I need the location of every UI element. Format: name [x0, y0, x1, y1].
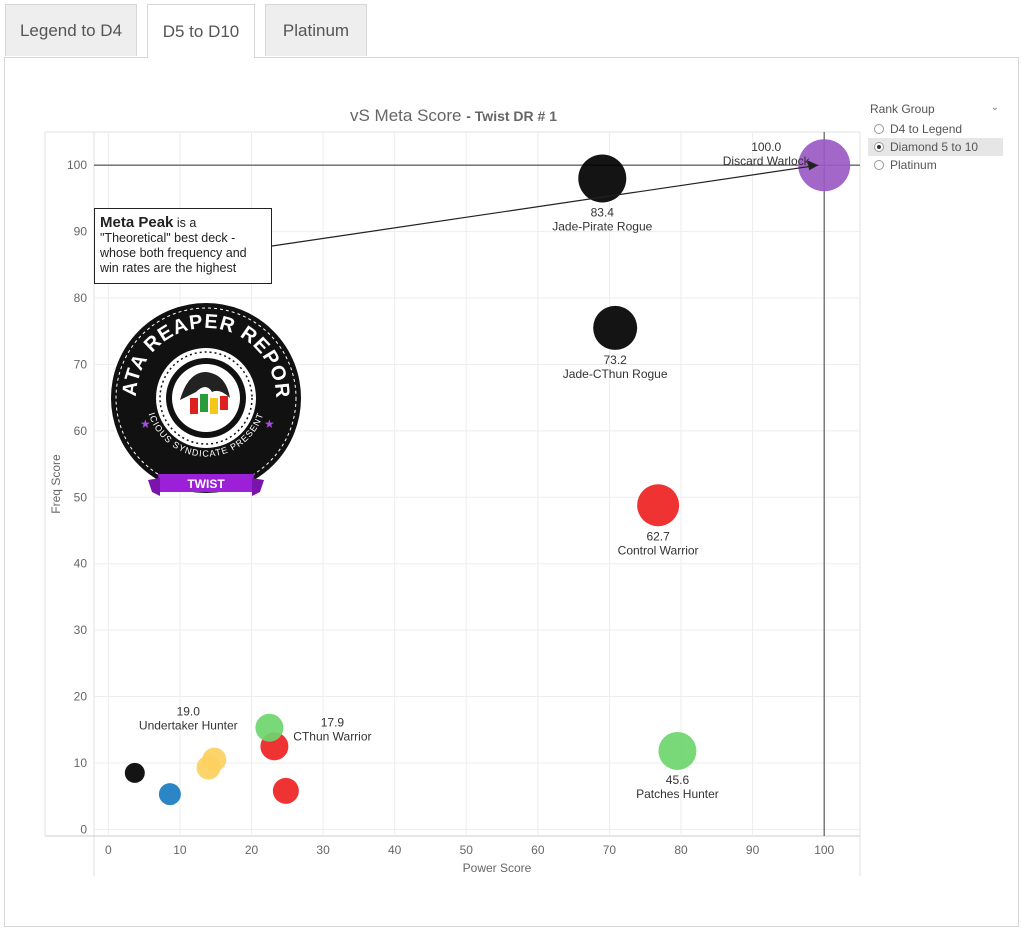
logo-ribbon-text: TWIST	[187, 477, 225, 491]
y-tick-label: 40	[74, 557, 88, 571]
data-label-name: Control Warrior	[618, 543, 699, 557]
radio-label: Platinum	[890, 158, 937, 172]
y-tick-label: 30	[74, 623, 88, 637]
x-tick-label: 80	[674, 843, 688, 857]
annotation-arrow-line	[271, 164, 819, 247]
data-point	[124, 762, 145, 783]
tab-d5-to-d10[interactable]: D5 to D10	[147, 4, 255, 58]
radio-button[interactable]	[874, 160, 884, 170]
tab-bar: Legend to D4 D5 to D10 Platinum	[0, 0, 1023, 58]
data-label-score: 17.9	[321, 715, 345, 729]
tab-label: Platinum	[282, 20, 350, 40]
y-tick-label: 70	[74, 357, 88, 371]
data-label-name: CThun Warrior	[293, 729, 371, 743]
y-tick-label: 20	[74, 690, 88, 704]
data-label-score: 83.4	[591, 205, 615, 219]
data-point	[798, 139, 851, 192]
data-point	[658, 731, 697, 770]
data-label-score: 100.0	[751, 140, 781, 154]
star-icon: ★	[140, 417, 151, 431]
data-label-name: Undertaker Hunter	[139, 719, 238, 733]
meta-peak-annotation: Meta Peak is a "Theoretical" best deck -…	[94, 208, 272, 284]
data-label-score: 45.6	[666, 773, 690, 787]
radio-d4-to-legend[interactable]: D4 to Legend	[868, 120, 1003, 138]
x-tick-label: 50	[460, 843, 474, 857]
radio-diamond-5-to-10[interactable]: Diamond 5 to 10	[868, 138, 1003, 156]
x-tick-label: 40	[388, 843, 402, 857]
tab-legend-to-d4[interactable]: Legend to D4	[5, 4, 137, 56]
data-point	[272, 777, 299, 804]
radio-label: Diamond 5 to 10	[890, 140, 979, 154]
chart-title-main: vS Meta Score	[350, 106, 462, 125]
radio-button[interactable]	[874, 142, 884, 152]
y-tick-label: 50	[74, 490, 88, 504]
x-tick-label: 0	[105, 843, 112, 857]
tab-platinum[interactable]: Platinum	[265, 4, 367, 56]
data-label-name: Patches Hunter	[636, 787, 719, 801]
data-label-name: Jade-CThun Rogue	[563, 367, 668, 381]
chart-title: vS Meta Score - Twist DR # 1	[0, 106, 907, 126]
radio-button[interactable]	[874, 124, 884, 134]
y-tick-label: 90	[74, 225, 88, 239]
radio-label: D4 to Legend	[890, 122, 963, 136]
y-tick-label: 60	[74, 424, 88, 438]
data-point	[578, 154, 627, 203]
x-tick-label: 20	[245, 843, 259, 857]
star-icon: ★	[264, 417, 275, 431]
data-point	[255, 713, 284, 742]
y-axis-title: Freq Score	[49, 454, 63, 514]
annotation-arrow-head	[807, 160, 819, 171]
x-tick-label: 70	[603, 843, 617, 857]
data-reaper-report-logo: DATA REAPER REPORT VICIOUS SYNDICATE PRE…	[108, 302, 303, 496]
tab-label: D5 to D10	[162, 21, 240, 41]
data-label-score: 19.0	[177, 705, 201, 719]
x-tick-label: 90	[746, 843, 760, 857]
data-label-score: 73.2	[603, 353, 627, 367]
data-point	[637, 484, 680, 527]
x-axis-title: Power Score	[463, 861, 532, 875]
data-point	[196, 755, 221, 780]
annotation-text: is a "Theoretical" best deck - whose bot…	[100, 216, 247, 275]
radio-platinum[interactable]: Platinum	[868, 156, 1003, 174]
data-point	[158, 783, 181, 806]
chart-title-sub: - Twist DR # 1	[466, 108, 557, 124]
data-label-score: 62.7	[646, 529, 670, 543]
x-tick-label: 30	[316, 843, 330, 857]
data-label-name: Jade-Pirate Rogue	[552, 219, 652, 233]
x-tick-label: 60	[531, 843, 545, 857]
y-tick-label: 80	[74, 291, 88, 305]
data-label-name: Discard Warlock	[723, 154, 811, 168]
data-point	[593, 305, 638, 350]
y-tick-label: 10	[74, 756, 88, 770]
x-tick-label: 100	[814, 843, 834, 857]
filter-menu-icon[interactable]: ⌄	[990, 102, 999, 113]
rank-group-title: Rank Group ⌄	[868, 100, 1003, 120]
x-tick-label: 10	[173, 843, 187, 857]
annotation-bold: Meta Peak	[100, 214, 174, 231]
tab-label: Legend to D4	[19, 20, 123, 40]
rank-group-label: Rank Group	[870, 102, 935, 116]
y-tick-label: 0	[80, 822, 87, 836]
rank-group-filter: Rank Group ⌄ D4 to Legend Diamond 5 to 1…	[868, 100, 1003, 174]
y-tick-label: 100	[67, 158, 87, 172]
